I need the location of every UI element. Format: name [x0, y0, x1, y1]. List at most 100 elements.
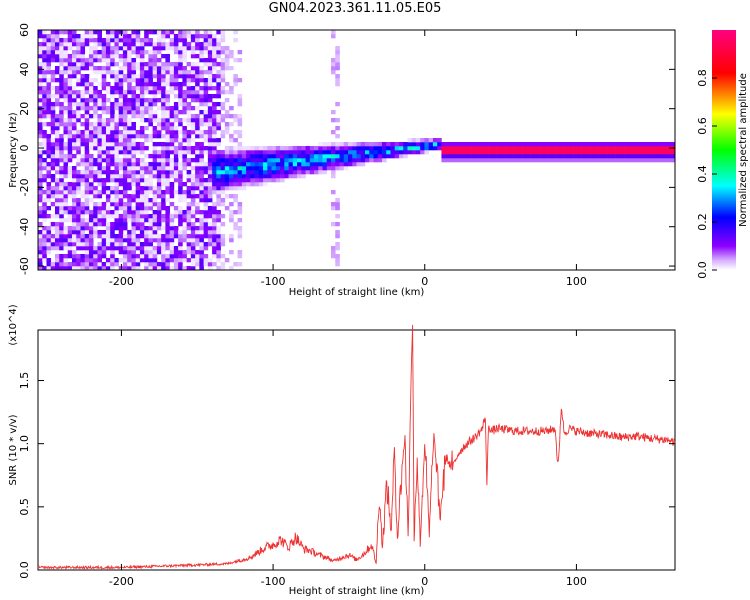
spectrogram-cell	[186, 62, 192, 67]
spectrogram-cell	[84, 66, 90, 71]
spectrogram-cell	[114, 234, 119, 239]
spectrogram-cell	[67, 98, 73, 103]
spectrogram-cell	[207, 158, 213, 163]
spectrogram-y-tick-label: -20	[18, 178, 31, 196]
spectrogram-cell	[131, 170, 136, 175]
spectrogram-cell	[110, 134, 115, 139]
spectrogram-cell	[173, 210, 179, 215]
spectrogram-cell	[38, 190, 43, 195]
spectrogram-cell	[42, 138, 47, 143]
spectrogram-cell	[131, 190, 136, 195]
spectrogram-cell	[152, 70, 158, 75]
spectrogram-cell	[50, 94, 56, 99]
spectrogram-cell	[144, 70, 149, 75]
spectrogram-cell	[224, 146, 230, 151]
spectrogram-cell	[173, 254, 179, 259]
spectrogram-cell	[190, 222, 196, 227]
spectrogram-cell	[110, 70, 115, 75]
spectrogram-cell	[280, 146, 285, 151]
spectrogram-cell	[165, 218, 170, 223]
spectrogram-cell	[63, 162, 69, 167]
spectrogram-cell	[59, 202, 64, 207]
spectrogram-cell	[67, 262, 73, 267]
spectrogram-cell	[144, 38, 149, 43]
spectrogram-cell	[156, 186, 162, 191]
spectrogram-cell	[67, 146, 73, 151]
spectrogram-cell	[152, 66, 158, 71]
spectrogram-cell	[458, 146, 463, 151]
spectrogram-cell	[161, 178, 166, 183]
spectrogram-cell	[88, 154, 94, 159]
spectrogram-cell	[38, 102, 43, 107]
spectrogram-cell	[42, 86, 47, 91]
spectrogram-cell	[275, 170, 281, 175]
spectrogram-cell	[526, 150, 531, 155]
spectrogram-cell	[173, 126, 179, 131]
spectrogram-cell	[182, 210, 187, 215]
spectrogram-cell	[186, 242, 192, 247]
spectrogram-cell	[624, 150, 629, 155]
spectrogram-cell	[148, 30, 153, 35]
spectrogram-cell	[50, 106, 56, 111]
spectrogram-cell	[224, 150, 230, 155]
spectrogram-cell	[326, 146, 332, 151]
spectrogram-cell	[203, 186, 209, 191]
spectrogram-cell	[246, 178, 251, 183]
spectrogram-cell	[127, 134, 132, 139]
spectrogram-cell	[190, 178, 196, 183]
spectrogram-cell	[500, 158, 506, 163]
spectrogram-cell	[76, 46, 81, 51]
spectrogram-cell	[207, 198, 213, 203]
spectrogram-cell	[237, 166, 243, 171]
spectrogram-cell	[207, 214, 213, 219]
spectrogram-cell	[139, 90, 145, 95]
spectrogram-cell	[173, 266, 179, 271]
spectrogram-cell	[76, 178, 81, 183]
spectrogram-cell	[161, 118, 166, 123]
spectrogram-cell	[127, 58, 132, 63]
spectrogram-cell	[105, 158, 111, 163]
spectrogram-cell	[199, 150, 204, 155]
spectrogram-cell	[199, 222, 204, 227]
spectrogram-cell	[122, 30, 128, 35]
spectrogram-cell	[165, 130, 170, 135]
spectrogram-cell	[539, 154, 544, 159]
spectrogram-cell	[267, 158, 272, 163]
spectrogram-cell	[190, 146, 196, 151]
spectrogram-cell	[101, 154, 107, 159]
spectrogram-cell	[216, 42, 221, 47]
spectrogram-cell	[84, 146, 90, 151]
spectrogram-cell	[339, 146, 345, 151]
spectrogram-cell	[101, 250, 107, 255]
spectrogram-cell	[88, 158, 94, 163]
spectrogram-cell	[178, 250, 183, 255]
spectrogram-cell	[38, 258, 43, 263]
spectrogram-cell	[80, 122, 86, 127]
spectrogram-cell	[161, 134, 166, 139]
spectrogram-cell	[54, 190, 60, 195]
spectrogram-cell	[212, 230, 217, 235]
spectrogram-cell	[97, 50, 102, 55]
spectrogram-cell	[80, 174, 86, 179]
spectrogram-cell	[322, 146, 328, 151]
spectrogram-cell	[152, 266, 158, 271]
spectrogram-cell	[309, 150, 315, 155]
spectrogram-cell	[135, 114, 141, 119]
spectrogram-cell	[84, 250, 90, 255]
spectrogram-cell	[67, 250, 73, 255]
spectrogram-cell	[195, 226, 200, 231]
spectrogram-cell	[59, 178, 64, 183]
spectrogram-cell	[80, 170, 86, 175]
spectrogram-cell	[190, 158, 196, 163]
spectrogram-cell	[80, 138, 86, 143]
spectrogram-cell	[658, 158, 663, 163]
spectrogram-cell	[212, 110, 217, 115]
spectrogram-cell	[118, 34, 124, 39]
spectrogram-cell	[212, 234, 217, 239]
spectrogram-cell	[314, 150, 319, 155]
spectrogram-cell	[517, 150, 523, 155]
spectrogram-cell	[161, 182, 166, 187]
spectrogram-cell	[288, 146, 294, 151]
spectrogram-cell	[165, 138, 170, 143]
